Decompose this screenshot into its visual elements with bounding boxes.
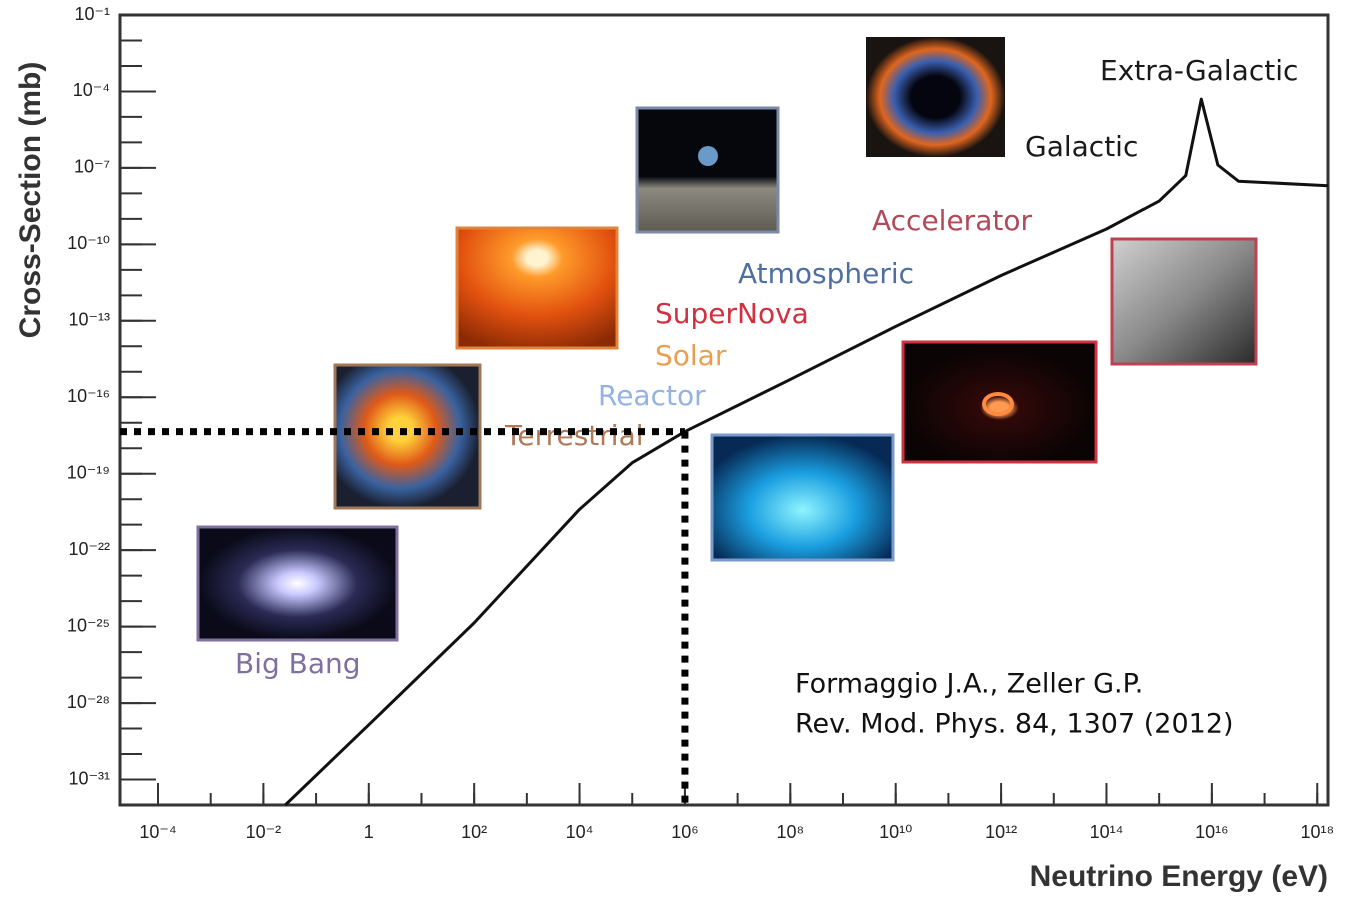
galaxy-image xyxy=(866,37,1005,157)
source-labels: Extra-Galactic Galactic Accelerator Atmo… xyxy=(235,54,1298,740)
source-label: Big Bang xyxy=(235,647,361,680)
y-tick-label: 10⁻¹⁶ xyxy=(67,386,110,406)
supernova-ring xyxy=(982,392,1014,416)
source-label: Atmospheric xyxy=(738,257,914,290)
sun-image xyxy=(455,226,619,350)
accelerator-image xyxy=(1110,237,1258,366)
y-tick-label: 10⁻¹ xyxy=(74,4,110,24)
y-tick-label: 10⁻³¹ xyxy=(68,768,110,788)
x-tick-label: 10¹² xyxy=(985,822,1017,842)
x-tick-label: 10⁴ xyxy=(566,822,594,842)
y-axis-title: Cross-Section (mb) xyxy=(14,62,47,339)
cross-section-curve xyxy=(284,97,1329,807)
citation: Rev. Mod. Phys. 84, 1307 (2012) xyxy=(795,709,1234,740)
source-label: Reactor xyxy=(598,379,706,412)
y-tick-label: 10⁻⁷ xyxy=(74,157,110,177)
x-tick-label: 10⁶ xyxy=(671,822,698,842)
source-label: SuperNova xyxy=(655,297,809,330)
x-tick-label: 10⁻⁴ xyxy=(139,822,176,842)
y-tick-label: 10⁻⁴ xyxy=(73,80,110,100)
source-label: Terrestrial xyxy=(504,419,644,452)
y-tick-label: 10⁻¹⁹ xyxy=(67,462,110,482)
source-label: Solar xyxy=(655,339,727,372)
source-label: Accelerator xyxy=(872,204,1032,237)
x-tick-label: 10⁻² xyxy=(246,822,282,842)
y-tick-label: 10⁻¹⁰ xyxy=(67,233,110,253)
y-tick-label: 10⁻¹³ xyxy=(68,310,110,330)
earthrise-image xyxy=(635,106,780,234)
x-tick-label: 10¹⁰ xyxy=(879,822,912,842)
earth-core-image xyxy=(333,363,482,510)
x-tick-label: 1 xyxy=(364,822,374,842)
x-axis-title: Neutrino Energy (eV) xyxy=(1030,860,1328,893)
reactor-image xyxy=(710,433,895,562)
y-tick-label: 10⁻²² xyxy=(68,539,110,559)
source-label: Extra-Galactic xyxy=(1100,54,1298,87)
plot-frame xyxy=(118,13,1330,807)
x-tick-label: 10⁸ xyxy=(777,822,805,842)
x-tick-label: 10¹⁸ xyxy=(1300,822,1334,842)
y-tick-label: 10⁻²⁵ xyxy=(67,615,110,635)
earth-icon xyxy=(698,146,718,166)
citation: Formaggio J.A., Zeller G.P. xyxy=(795,669,1143,700)
big-bang-image xyxy=(196,525,399,642)
supernova-image xyxy=(901,340,1098,464)
x-tick-label: 10² xyxy=(461,822,487,842)
x-tick-label: 10¹⁶ xyxy=(1195,822,1228,842)
source-label: Galactic xyxy=(1025,130,1138,163)
x-tick-label: 10¹⁴ xyxy=(1090,822,1124,842)
illustrations xyxy=(196,37,1258,642)
y-tick-label: 10⁻²⁸ xyxy=(67,692,110,712)
